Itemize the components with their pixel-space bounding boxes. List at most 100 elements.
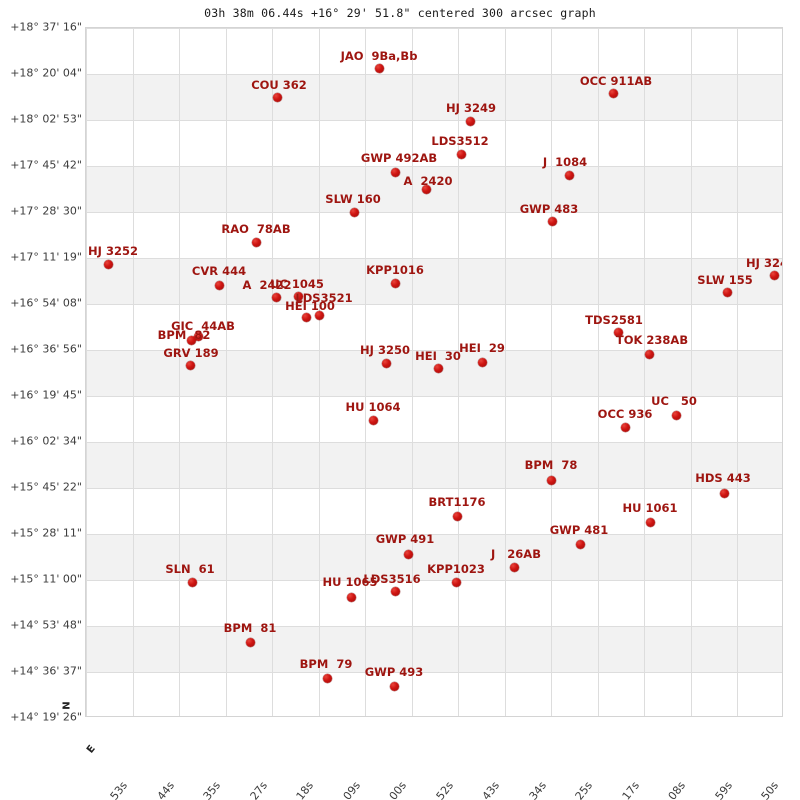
gridline-vertical xyxy=(86,28,87,716)
gridline-horizontal xyxy=(86,258,782,259)
star-marker[interactable] xyxy=(671,410,681,420)
star-label: COU 362 xyxy=(251,78,307,92)
star-marker[interactable] xyxy=(403,549,413,559)
star-label: HJ 3249 xyxy=(446,101,496,115)
star-marker[interactable] xyxy=(368,415,378,425)
star-marker[interactable] xyxy=(456,149,466,159)
gridline-vertical xyxy=(365,28,366,716)
x-axis-tick-label: 03h 44m 35s xyxy=(168,779,223,800)
star-label: A 2422 xyxy=(242,278,292,292)
star-marker[interactable] xyxy=(465,116,475,126)
gridline-vertical xyxy=(319,28,320,716)
star-label: HEI 29 xyxy=(459,341,505,355)
star-marker[interactable] xyxy=(509,562,519,572)
row-band xyxy=(86,534,782,580)
star-marker[interactable] xyxy=(644,349,654,359)
gridline-vertical xyxy=(691,28,692,716)
star-marker[interactable] xyxy=(193,331,203,341)
star-label: HEI 30 xyxy=(415,349,461,363)
star-marker[interactable] xyxy=(187,577,197,587)
gridline-vertical xyxy=(179,28,180,716)
star-label: BPM 79 xyxy=(299,657,353,671)
star-marker[interactable] xyxy=(271,292,281,302)
star-label: HJ 3250 xyxy=(360,343,410,357)
star-label: J 1084 xyxy=(542,155,588,169)
x-axis-tick-label: 03h 36m 34s xyxy=(494,779,549,800)
star-marker[interactable] xyxy=(433,363,443,373)
star-marker[interactable] xyxy=(346,592,356,602)
star-marker[interactable] xyxy=(293,291,303,301)
star-marker[interactable] xyxy=(620,422,630,432)
star-marker[interactable] xyxy=(564,170,574,180)
star-marker[interactable] xyxy=(451,577,461,587)
star-label: GWP 492AB xyxy=(360,151,438,165)
star-marker[interactable] xyxy=(769,270,779,280)
star-marker[interactable] xyxy=(421,184,431,194)
star-marker[interactable] xyxy=(608,88,618,98)
gridline-horizontal xyxy=(86,350,782,351)
star-marker[interactable] xyxy=(719,488,729,498)
gridline-vertical xyxy=(412,28,413,716)
star-marker[interactable] xyxy=(613,327,623,337)
star-marker[interactable] xyxy=(575,539,585,549)
star-label: CVR 444 xyxy=(191,264,247,278)
star-marker[interactable] xyxy=(322,673,332,683)
gridline-horizontal xyxy=(86,534,782,535)
gridline-horizontal xyxy=(86,672,782,673)
gridline-vertical xyxy=(226,28,227,716)
star-marker[interactable] xyxy=(301,312,311,322)
star-marker[interactable] xyxy=(722,287,732,297)
star-label: SLN 61 xyxy=(165,562,215,576)
x-axis-tick-label: 03h 37m 43s xyxy=(448,779,503,800)
gridline-horizontal xyxy=(86,304,782,305)
page-title: 03h 38m 06.44s +16° 29' 51.8" centered 3… xyxy=(204,6,596,20)
gridline-vertical xyxy=(644,28,645,716)
star-marker[interactable] xyxy=(314,310,324,320)
y-axis-tick-label: +18° 20' 04" xyxy=(10,66,82,80)
star-marker[interactable] xyxy=(103,259,113,269)
star-marker[interactable] xyxy=(390,167,400,177)
row-band xyxy=(86,74,782,120)
gridline-vertical xyxy=(598,28,599,716)
star-label: GRV 189 xyxy=(163,346,219,360)
star-marker[interactable] xyxy=(546,475,556,485)
y-axis-tick-label: +15° 28' 11" xyxy=(10,526,82,540)
star-marker[interactable] xyxy=(214,280,224,290)
gridline-horizontal xyxy=(86,396,782,397)
star-label: BPM 81 xyxy=(223,621,277,635)
star-label: HDS 443 xyxy=(695,471,751,485)
gridline-horizontal xyxy=(86,120,782,121)
star-marker[interactable] xyxy=(389,681,399,691)
star-marker[interactable] xyxy=(245,637,255,647)
star-label: UC 50 xyxy=(651,394,697,408)
star-marker[interactable] xyxy=(381,358,391,368)
star-marker[interactable] xyxy=(390,278,400,288)
star-marker[interactable] xyxy=(374,63,384,73)
plot-area[interactable]: JAO 9Ba,Bb COU 362 OCC 911AB HJ 3249 LDS3512… xyxy=(85,27,783,717)
star-marker[interactable] xyxy=(645,517,655,527)
star-label: GWP 493 xyxy=(364,665,424,679)
star-label: KPP1023 xyxy=(427,562,485,576)
row-band xyxy=(86,350,782,396)
gridline-vertical xyxy=(551,28,552,716)
star-label: HU 1064 xyxy=(345,400,401,414)
gridline-horizontal xyxy=(86,74,782,75)
star-marker[interactable] xyxy=(452,511,462,521)
x-axis-tick-label: 03h 43m 27s xyxy=(215,779,270,800)
star-label: BPM 82 xyxy=(157,328,211,342)
star-marker[interactable] xyxy=(390,586,400,596)
star-marker[interactable] xyxy=(251,237,261,247)
star-marker[interactable] xyxy=(349,207,359,217)
star-marker[interactable] xyxy=(477,357,487,367)
star-marker[interactable] xyxy=(186,335,196,345)
star-label: J 26AB xyxy=(491,547,541,561)
y-axis-tick-label: +17° 45' 42" xyxy=(10,158,82,172)
star-marker[interactable] xyxy=(272,92,282,102)
x-axis-tick-label: 03h 45m 44s xyxy=(122,779,177,800)
star-marker[interactable] xyxy=(547,216,557,226)
star-label: HJ 3247 xyxy=(746,256,782,270)
star-marker[interactable] xyxy=(185,360,195,370)
y-axis-tick-label: +16° 36' 56" xyxy=(10,342,82,356)
gridline-horizontal xyxy=(86,580,782,581)
